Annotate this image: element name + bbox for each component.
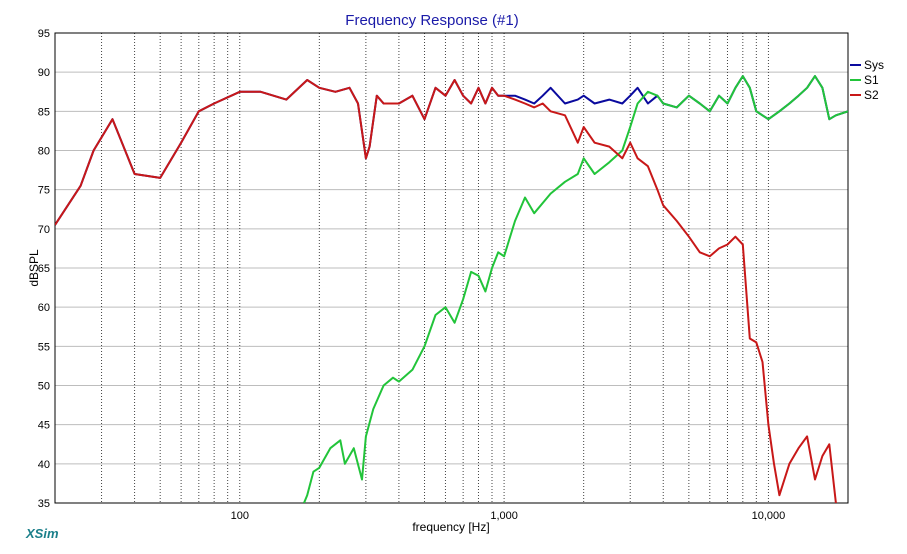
legend-label-s1: S1 — [864, 73, 879, 87]
y-tick-label: 80 — [38, 146, 50, 158]
series-line-s1 — [303, 75, 848, 503]
plot-frame — [54, 32, 849, 504]
y-tick-label: 75 — [38, 185, 50, 197]
x-tick-label: 1,000 — [490, 510, 518, 522]
y-tick-label: 90 — [38, 67, 50, 79]
y-tick-label: 60 — [38, 302, 50, 314]
y-tick-label: 55 — [38, 341, 50, 353]
legend-label-sys: Sys — [864, 58, 884, 72]
brand-label: XSim — [25, 526, 59, 541]
y-tick-label: 85 — [38, 106, 50, 118]
y-tick-label: 45 — [38, 420, 50, 432]
y-tick-label: 70 — [38, 224, 50, 236]
y-axis-ticks: 35 40 45 50 55 60 65 70 75 80 85 90 95 — [38, 28, 50, 510]
legend-label-s2: S2 — [864, 88, 879, 102]
x-axis-label: frequency [Hz] — [412, 520, 489, 534]
y-tick-label: 95 — [38, 28, 50, 40]
grid-lines — [55, 33, 848, 503]
chart-title: Frequency Response (#1) — [345, 12, 518, 29]
x-tick-label: 100 — [231, 510, 249, 522]
y-axis-label: dBSPL — [27, 249, 41, 287]
x-tick-label: 10,000 — [752, 510, 786, 522]
x-axis-ticks: 100 1,000 10,000 — [231, 510, 786, 522]
y-tick-label: 50 — [38, 381, 50, 393]
series-lines — [55, 75, 848, 503]
y-tick-label: 40 — [38, 459, 50, 471]
series-line-s2 — [55, 79, 837, 503]
y-tick-label: 35 — [38, 498, 50, 510]
y-tick-label: 65 — [38, 263, 50, 275]
